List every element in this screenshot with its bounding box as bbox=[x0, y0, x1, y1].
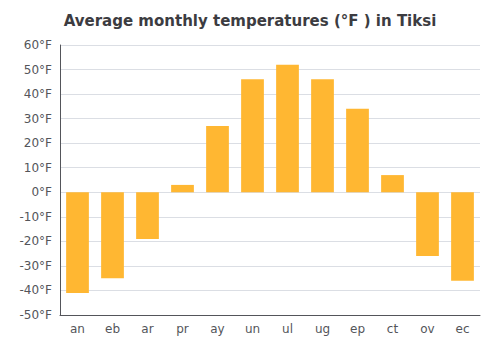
svg-text:ov: ov bbox=[420, 322, 434, 336]
svg-text:pr: pr bbox=[176, 322, 189, 336]
svg-text:ug: ug bbox=[315, 322, 330, 336]
svg-text:Average monthly temperatures (: Average monthly temperatures (°F ) in Ti… bbox=[64, 12, 437, 30]
svg-text:20°F: 20°F bbox=[24, 136, 52, 150]
svg-text:ec: ec bbox=[456, 322, 470, 336]
svg-text:ul: ul bbox=[282, 322, 293, 336]
svg-text:10°F: 10°F bbox=[24, 161, 52, 175]
svg-text:an: an bbox=[70, 322, 85, 336]
svg-text:ar: ar bbox=[141, 322, 153, 336]
svg-text:-10°F: -10°F bbox=[19, 210, 52, 224]
svg-text:ay: ay bbox=[210, 322, 224, 336]
svg-text:60°F: 60°F bbox=[24, 38, 52, 52]
svg-text:0°F: 0°F bbox=[31, 185, 52, 199]
svg-text:30°F: 30°F bbox=[24, 112, 52, 126]
svg-text:ct: ct bbox=[387, 322, 399, 336]
svg-text:50°F: 50°F bbox=[24, 63, 52, 77]
svg-text:-50°F: -50°F bbox=[19, 308, 52, 322]
svg-text:40°F: 40°F bbox=[24, 87, 52, 101]
svg-text:eb: eb bbox=[105, 322, 120, 336]
svg-text:-30°F: -30°F bbox=[19, 259, 52, 273]
svg-text:-20°F: -20°F bbox=[19, 234, 52, 248]
svg-text:un: un bbox=[245, 322, 260, 336]
svg-text:-40°F: -40°F bbox=[19, 283, 52, 297]
svg-text:ep: ep bbox=[350, 322, 365, 336]
